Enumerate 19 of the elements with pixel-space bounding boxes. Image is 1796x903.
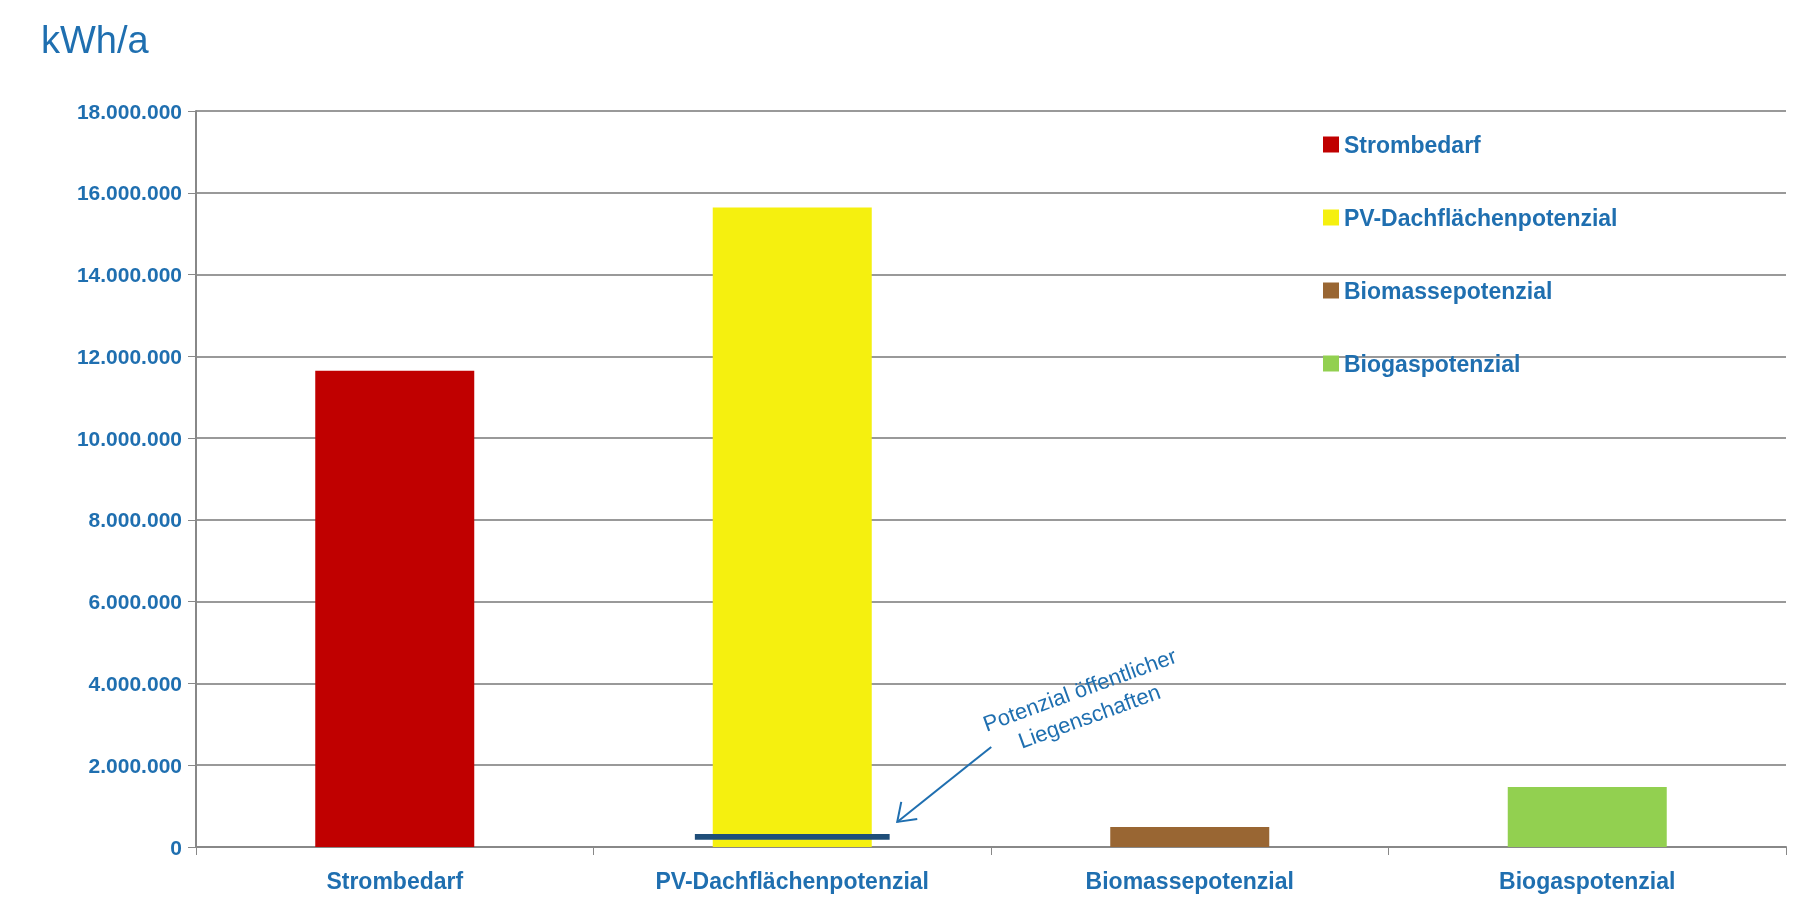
legend-label: Biogaspotenzial <box>1344 350 1521 377</box>
y-tick-label: 12.000.000 <box>76 344 182 368</box>
x-tick-label: Biomassepotenzial <box>1085 867 1294 894</box>
y-axis-title: kWh/a <box>41 19 150 61</box>
y-tick-label: 2.000.000 <box>88 753 182 777</box>
legend-label: Strombedarf <box>1344 131 1482 158</box>
y-tick-label: 4.000.000 <box>88 671 182 695</box>
y-tick-label: 10.000.000 <box>76 426 182 450</box>
x-tick-label: PV-Dachflächenpotenzial <box>655 867 930 894</box>
legend-label: Biomassepotenzial <box>1344 277 1553 304</box>
legend-label: PV-Dachflächenpotenzial <box>1344 204 1618 231</box>
y-tick-label: 0 <box>170 835 182 859</box>
x-tick-label: Biogaspotenzial <box>1499 867 1676 894</box>
x-tick-label: Strombedarf <box>326 867 464 894</box>
y-tick-label: 16.000.000 <box>76 181 182 205</box>
y-tick-label: 8.000.000 <box>88 508 182 532</box>
y-tick-label: 6.000.000 <box>88 590 182 614</box>
y-tick-label: 14.000.000 <box>76 263 182 287</box>
y-tick-label: 18.000.000 <box>76 99 182 123</box>
